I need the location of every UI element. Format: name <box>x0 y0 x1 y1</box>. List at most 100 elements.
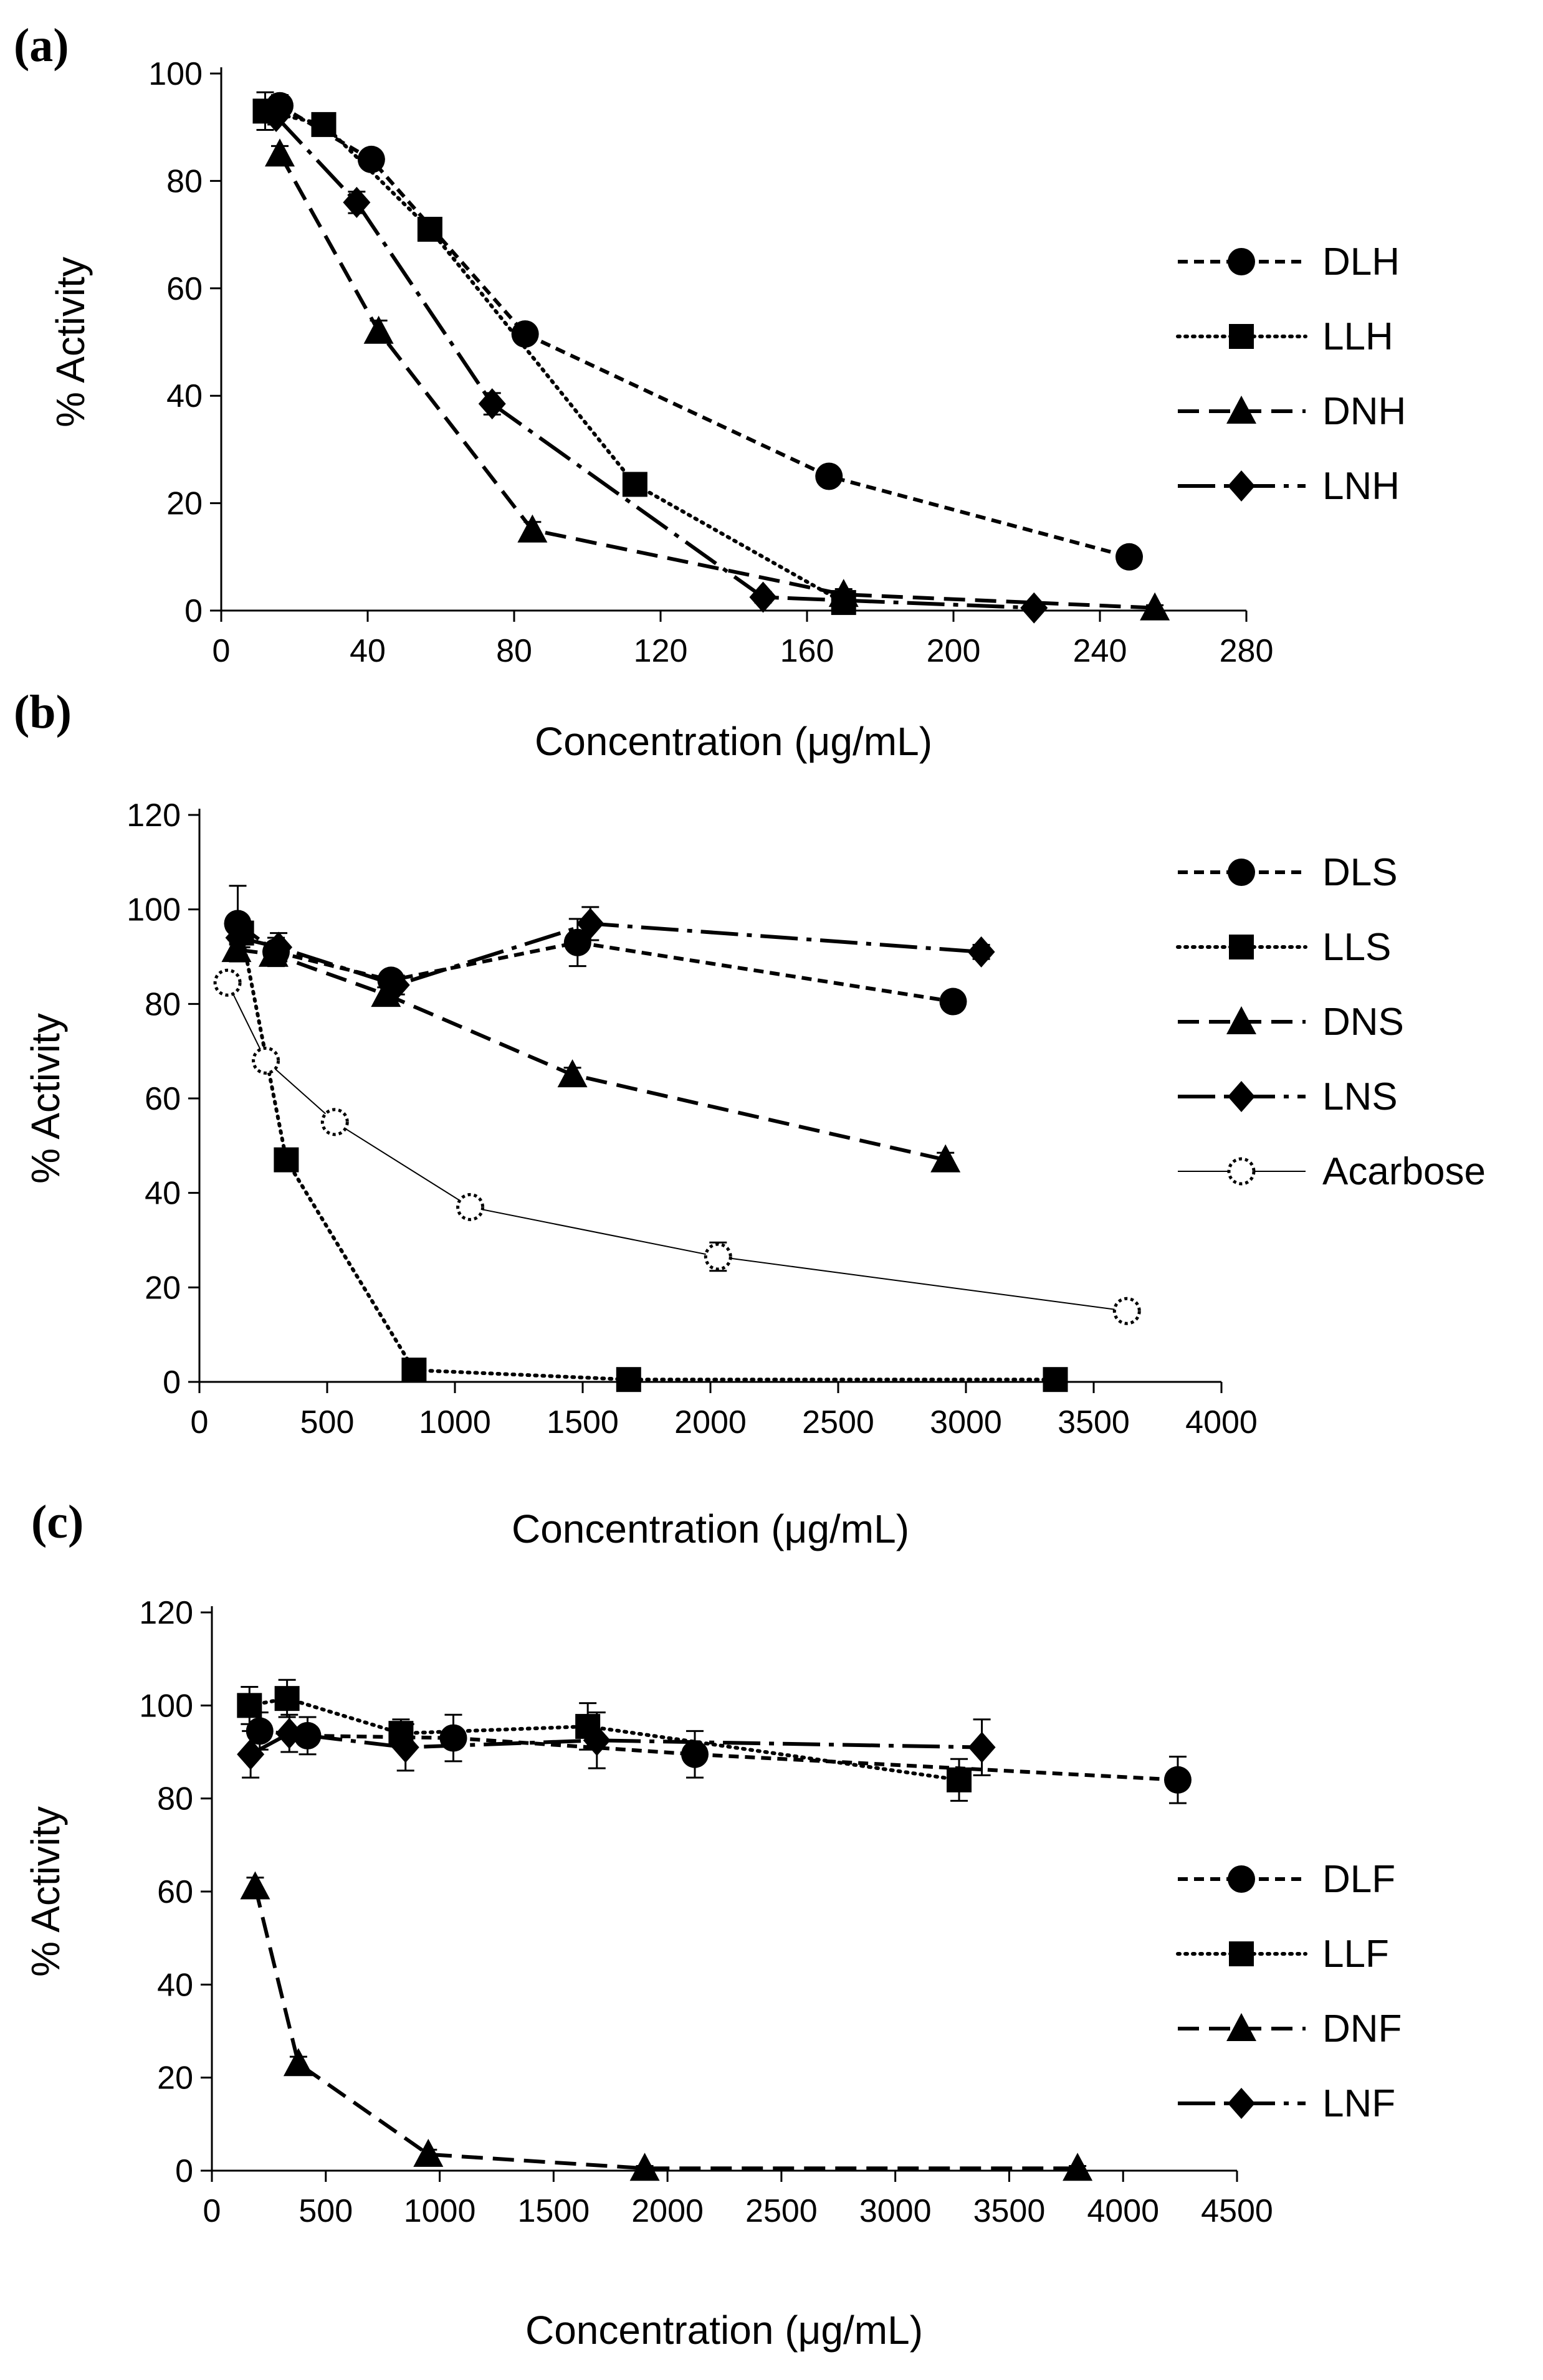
data-point-lns <box>967 936 995 968</box>
data-point-lnh <box>262 100 290 132</box>
x-tick-label: 2500 <box>802 1404 874 1440</box>
legend-label-dlh: DLH <box>1322 240 1400 283</box>
x-tick-label: 80 <box>496 633 532 669</box>
x-tick-label: 1500 <box>547 1404 619 1440</box>
y-axis-title: % Activity <box>23 1806 68 1977</box>
x-tick-label: 0 <box>213 633 231 669</box>
data-point-acarbose <box>456 1192 485 1221</box>
legend-marker-acarbose <box>1227 1157 1256 1186</box>
legend-item-dls: DLS <box>1178 851 1398 894</box>
legend-label-llh: LLH <box>1322 315 1393 358</box>
y-tick-label: 120 <box>127 797 181 834</box>
x-tick-label: 4000 <box>1087 2193 1159 2229</box>
y-tick-label: 0 <box>175 2153 193 2189</box>
y-tick-label: 20 <box>166 486 203 522</box>
data-point-lns <box>225 922 253 954</box>
series-line-dls <box>236 922 953 1004</box>
data-point-acarbose <box>252 1046 280 1075</box>
y-tick-label: 40 <box>145 1176 181 1212</box>
series-lns <box>225 906 995 1001</box>
data-point-acarbose <box>1112 1297 1141 1325</box>
series-line-dnh <box>278 153 1155 610</box>
legend-item-dnh: DNH <box>1178 390 1406 433</box>
legend-label-lns: LNS <box>1322 1075 1398 1118</box>
series-dlf <box>246 1711 1192 1804</box>
x-tick-label: 3500 <box>973 2193 1046 2229</box>
data-point-llf <box>947 1767 972 1792</box>
x-tick-label: 240 <box>1073 633 1127 669</box>
legend-item-llh: LLH <box>1176 315 1393 358</box>
chart-panel-a: 0 20 40 60 80 100 0 40 80 120 160 200 240 280 % Activi… <box>48 56 1406 764</box>
series-line-dnf <box>253 1886 1078 2171</box>
legend-item-lnf: LNF <box>1178 2082 1395 2125</box>
legend-marker-dnh <box>1226 396 1256 424</box>
series-line-llh <box>263 109 846 605</box>
x-tick-label: 500 <box>299 2193 353 2229</box>
data-point-dnh <box>1140 592 1170 621</box>
data-point-dns <box>557 1059 588 1088</box>
legend-label-dlf: DLF <box>1322 1858 1395 1901</box>
legend-marker-dns <box>1226 1006 1256 1034</box>
x-tick-label: 3000 <box>859 2193 932 2229</box>
legend-marker-dlh <box>1228 248 1255 275</box>
x-tick-label: 4500 <box>1201 2193 1273 2229</box>
y-tick-label: 60 <box>166 271 203 307</box>
data-point-lnh <box>343 186 371 218</box>
data-point-lls <box>616 1367 641 1392</box>
data-point-dnf <box>629 2153 660 2181</box>
data-point-dlh <box>1115 543 1143 571</box>
legend-label-acarbose: Acarbose <box>1322 1150 1486 1193</box>
series-line-acarbose <box>227 982 1127 1312</box>
x-tick-label: 500 <box>300 1404 355 1440</box>
x-tick-label: 2000 <box>631 2193 704 2229</box>
data-point-dlh <box>357 145 385 173</box>
x-tick-label: 40 <box>350 633 386 669</box>
x-tick-label: 2000 <box>674 1404 747 1440</box>
data-point-lns <box>576 908 604 940</box>
legend-marker-dlf <box>1228 1865 1255 1893</box>
series-dlh <box>266 92 1143 571</box>
x-axis-title: Concentration (μg/mL) <box>525 2308 923 2353</box>
data-point-dnh <box>265 138 295 167</box>
data-point-lls <box>1043 1367 1068 1392</box>
x-tick-label: 200 <box>927 633 981 669</box>
y-tick-label: 80 <box>145 986 181 1022</box>
data-point-lls <box>401 1358 427 1383</box>
y-tick-label: 40 <box>166 378 203 414</box>
data-point-lnh <box>478 388 506 420</box>
y-tick-label: 100 <box>139 1688 193 1724</box>
data-point-dls <box>939 988 967 1016</box>
legend-label-lnf: LNF <box>1322 2082 1395 2125</box>
legend-item-lls: LLS <box>1176 926 1391 969</box>
data-point-lnf <box>583 1725 611 1756</box>
x-tick-label: 160 <box>780 633 834 669</box>
data-point-acarbose <box>704 1242 732 1271</box>
series-line-lnf <box>249 1731 982 1756</box>
y-tick-label: 100 <box>148 56 203 92</box>
legend-marker-dls <box>1228 859 1255 886</box>
legend-item-dlf: DLF <box>1178 1858 1395 1901</box>
legend-item-dns: DNS <box>1178 1001 1404 1044</box>
data-point-acarbose <box>213 968 242 997</box>
data-point-lls <box>274 1147 299 1173</box>
legend-marker-dnf <box>1226 2013 1256 2041</box>
legend-marker-lls <box>1229 935 1254 959</box>
data-point-dls <box>563 928 591 956</box>
data-point-llh <box>622 472 647 497</box>
legend-label-dns: DNS <box>1322 1001 1404 1044</box>
data-point-lnf <box>275 1718 303 1749</box>
series-line-lns <box>238 921 982 987</box>
series-dls <box>224 885 967 1016</box>
x-tick-label: 120 <box>634 633 688 669</box>
panel-c-label: (c) <box>31 1496 84 1548</box>
data-point-lnf <box>968 1731 996 1763</box>
y-axis-title: % Activity <box>48 257 93 427</box>
y-tick-label: 120 <box>139 1595 193 1631</box>
data-point-dlf <box>681 1740 709 1768</box>
data-point-lns <box>382 969 410 1001</box>
x-tick-label: 0 <box>203 2193 221 2229</box>
x-tick-label: 280 <box>1220 633 1274 669</box>
y-tick-label: 20 <box>145 1270 181 1306</box>
series-dns <box>221 934 961 1173</box>
